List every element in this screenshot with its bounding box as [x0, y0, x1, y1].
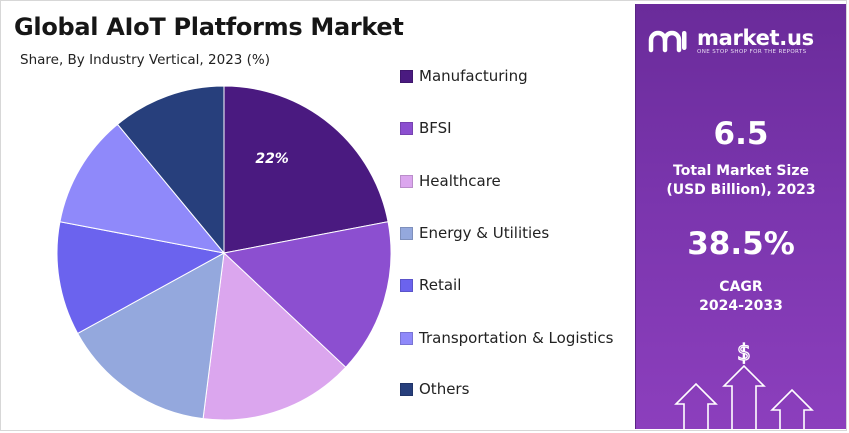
- legend-item-healthcare: Healthcare: [400, 171, 501, 191]
- legend-label: Transportation & Logistics: [419, 329, 614, 347]
- legend-swatch: [400, 174, 413, 188]
- cagr-value: 38.5%: [687, 226, 795, 262]
- growth-arrows-icon: $: [674, 340, 814, 429]
- data-label-manufacturing: 22%: [255, 151, 289, 167]
- legend-label: Retail: [419, 276, 462, 294]
- legend-swatch: [400, 69, 413, 83]
- legend-item-others: Others: [400, 379, 469, 399]
- market-us-logo-icon: [648, 30, 687, 53]
- chart-title: Global AIoT Platforms Market: [14, 13, 404, 41]
- legend-label: Energy & Utilities: [419, 224, 550, 242]
- brand-name: market.us: [697, 26, 814, 50]
- legend-item-transportation-logistics: Transportation & Logistics: [400, 328, 613, 348]
- stats-panel: market.us ONE STOP SHOP FOR THE REPORTS …: [635, 4, 846, 429]
- legend-swatch: [400, 278, 413, 292]
- legend-item-retail: Retail: [400, 275, 461, 295]
- market-size-label-2: (USD Billion), 2023: [666, 182, 816, 198]
- legend-label: Healthcare: [419, 172, 501, 190]
- legend-item-energy-utilities: Energy & Utilities: [400, 223, 549, 243]
- pie-chart: 22%: [56, 85, 392, 421]
- cagr-period: 2024-2033: [699, 298, 783, 314]
- pie-slice-others: [116, 85, 225, 255]
- cagr-label: CAGR: [719, 279, 763, 295]
- pie-slice-energy-utilities: [76, 252, 225, 420]
- legend-swatch: [400, 121, 413, 135]
- market-size-value: 6.5: [713, 116, 769, 152]
- legend-item-bfsi: BFSI: [400, 118, 452, 138]
- chart-subtitle: Share, By Industry Vertical, 2023 (%): [20, 52, 271, 68]
- pie-slice-retail: [56, 221, 226, 335]
- legend-label: BFSI: [419, 119, 452, 137]
- market-size-label-1: Total Market Size: [673, 163, 809, 179]
- legend-label: Others: [419, 380, 470, 398]
- dollar-sign-icon: $: [736, 340, 751, 366]
- legend-swatch: [400, 226, 413, 240]
- legend-label: Manufacturing: [419, 67, 528, 85]
- pie-slice-transportation-logistics: [59, 123, 226, 254]
- pie-slice-bfsi: [222, 221, 392, 369]
- legend-item-manufacturing: Manufacturing: [400, 66, 528, 86]
- legend-swatch: [400, 331, 413, 345]
- brand-logo: market.us ONE STOP SHOP FOR THE REPORTS: [648, 27, 814, 55]
- svg-text:$: $: [737, 341, 751, 366]
- pie-slice-manufacturing: [223, 85, 389, 254]
- pie-slice-healthcare: [202, 251, 347, 421]
- brand-tagline: ONE STOP SHOP FOR THE REPORTS: [697, 49, 807, 55]
- legend-swatch: [400, 382, 413, 396]
